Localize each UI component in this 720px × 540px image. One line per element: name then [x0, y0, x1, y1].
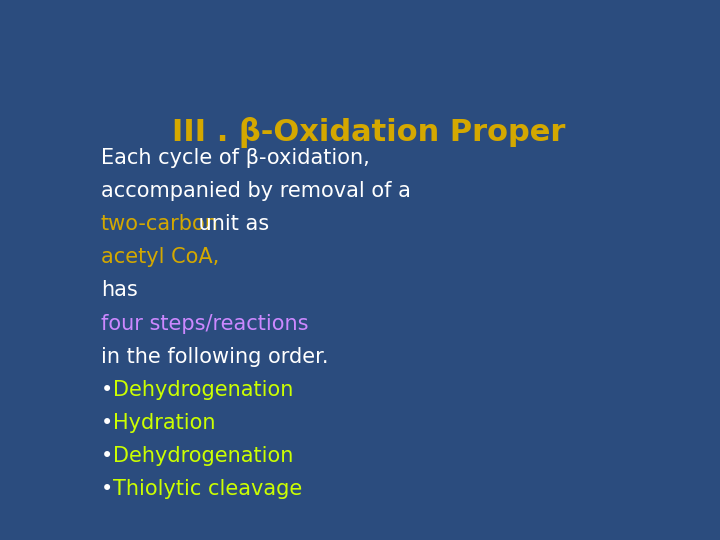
Text: Each cycle of β-oxidation,: Each cycle of β-oxidation,: [101, 148, 369, 168]
Text: two-carbon: two-carbon: [101, 214, 219, 234]
Text: accompanied by removal of a: accompanied by removal of a: [101, 181, 410, 201]
Text: four steps/reactions: four steps/reactions: [101, 314, 308, 334]
Text: •: •: [101, 413, 113, 433]
Text: in the following order.: in the following order.: [101, 347, 328, 367]
Text: Dehydrogenation: Dehydrogenation: [113, 446, 294, 466]
Text: •: •: [101, 446, 113, 466]
Text: Hydration: Hydration: [113, 413, 216, 433]
Text: •: •: [101, 479, 113, 499]
Text: Thiolytic cleavage: Thiolytic cleavage: [113, 479, 302, 499]
Text: unit as: unit as: [192, 214, 269, 234]
Text: Dehydrogenation: Dehydrogenation: [113, 380, 294, 400]
Text: has: has: [101, 280, 138, 300]
Text: •: •: [101, 380, 113, 400]
Text: III . β-Oxidation Proper: III . β-Oxidation Proper: [172, 117, 566, 148]
Text: acetyl CoA,: acetyl CoA,: [101, 247, 219, 267]
